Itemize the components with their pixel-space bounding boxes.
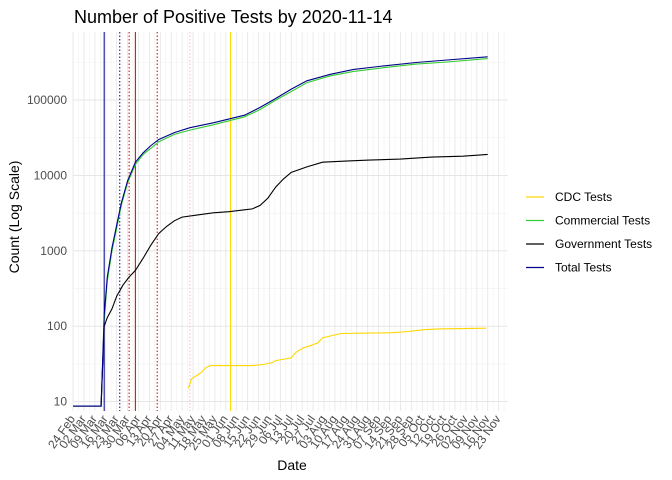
y-tick-label: 10 (54, 395, 68, 409)
grid (72, 32, 508, 411)
x-axis-title: Date (277, 457, 307, 473)
y-tick-label: 100 (47, 319, 67, 333)
series-lines (73, 56, 488, 407)
legend: CDC Tests Commercial Tests Government Test… (526, 190, 652, 275)
vertical-markers (103, 32, 231, 411)
series-line-government-tests (73, 153, 488, 407)
series-line-commercial-tests (73, 58, 488, 407)
legend-label: Government Tests (555, 237, 652, 251)
legend-label: Total Tests (555, 261, 611, 275)
chart-title: Number of Positive Tests by 2020-11-14 (74, 7, 393, 27)
legend-label: Commercial Tests (555, 214, 650, 228)
y-tick-label: 10000 (34, 168, 68, 182)
y-axis-ticks: 10 100 1000 10000 100000 (27, 93, 67, 409)
y-axis-title: Count (Log Scale) (6, 161, 22, 274)
legend-label: CDC Tests (555, 190, 612, 204)
y-tick-label: 1000 (40, 244, 67, 258)
y-tick-label: 100000 (27, 93, 67, 107)
series-line-total-tests (73, 56, 488, 407)
series-line-cdc-tests (187, 327, 487, 389)
